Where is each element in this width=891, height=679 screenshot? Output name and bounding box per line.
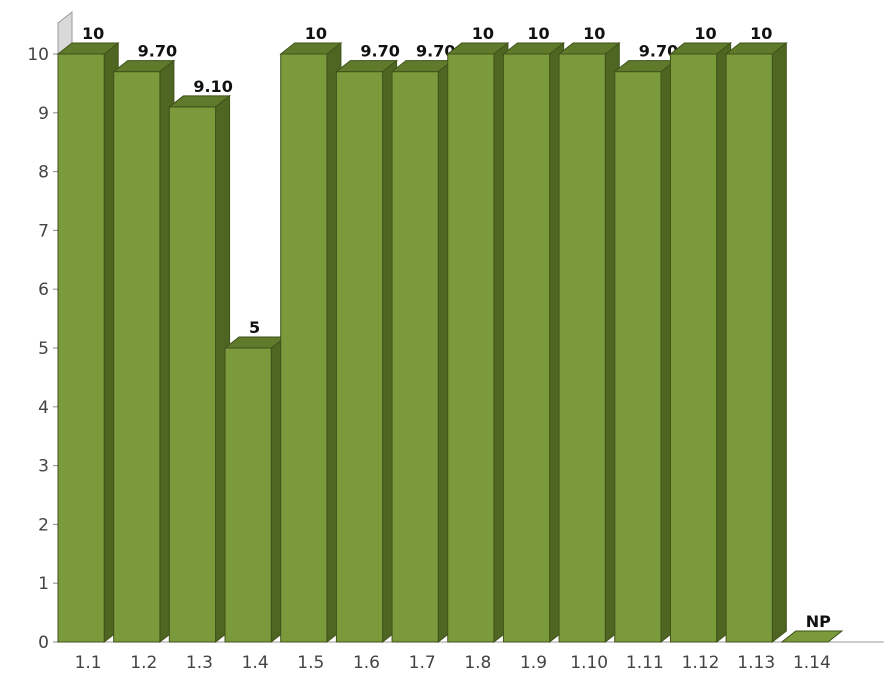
y-tick-label: 7 — [38, 221, 49, 241]
bar-1.10 — [557, 41, 621, 644]
y-tick-label: 10 — [27, 45, 49, 65]
bar-1.9 — [501, 41, 566, 644]
bar-1.11 — [613, 59, 677, 644]
y-tick-label: 4 — [38, 398, 49, 418]
x-tick-label: 1.7 — [409, 653, 436, 673]
x-tick-label: 1.1 — [75, 653, 102, 673]
bar-front — [391, 71, 439, 643]
x-tick-label: 1.13 — [737, 653, 775, 673]
bar-top — [446, 42, 510, 55]
data-label: 5 — [249, 318, 260, 337]
bar-top — [334, 60, 399, 73]
bar-1.8 — [446, 41, 510, 644]
data-label: 9.70 — [360, 42, 399, 61]
bar-top — [279, 42, 343, 55]
data-label: NP — [806, 612, 831, 631]
data-label: 10 — [583, 24, 605, 43]
y-tick-label: 3 — [38, 457, 49, 477]
x-tick-label: 1.5 — [297, 653, 324, 673]
data-label: 10 — [305, 24, 327, 43]
bar-front — [113, 71, 161, 643]
x-tick-label: 1.12 — [682, 653, 720, 673]
bar-front — [224, 347, 272, 643]
bar-top — [780, 630, 844, 643]
data-label: 10 — [472, 24, 494, 43]
bar-top — [668, 42, 733, 55]
data-label: 9.70 — [138, 42, 177, 61]
bar-1.7 — [390, 59, 454, 644]
x-tick-label: 1.11 — [626, 653, 664, 673]
bar-1.12 — [668, 41, 733, 644]
bar-front — [725, 53, 773, 643]
y-tick-label: 9 — [38, 104, 49, 124]
bar-top — [501, 42, 566, 55]
x-tick-label: 1.9 — [520, 653, 547, 673]
x-tick-label: 1.4 — [242, 653, 269, 673]
bar-top — [167, 95, 232, 108]
x-tick-label: 1.10 — [570, 653, 608, 673]
bar-1.14 — [780, 630, 844, 643]
bar-1.1 — [56, 41, 120, 644]
bar-side — [771, 41, 787, 644]
bar-front — [669, 53, 718, 643]
bar-front — [502, 53, 551, 643]
bar-front — [614, 71, 662, 643]
bar-1.6 — [334, 59, 399, 644]
y-tick-label: 8 — [38, 163, 49, 183]
bar-1.2 — [112, 59, 176, 644]
x-tick-label: 1.2 — [130, 653, 157, 673]
bar-top — [56, 42, 120, 55]
y-tick-label: 5 — [38, 339, 49, 359]
bar-top — [112, 60, 176, 73]
y-tick-label: 2 — [38, 515, 49, 535]
x-tick-label: 1.6 — [353, 653, 380, 673]
bar-top — [557, 42, 621, 55]
bar-front — [280, 53, 328, 643]
data-label: 10 — [750, 24, 772, 43]
x-tick-label: 1.8 — [464, 653, 491, 673]
data-label: 10 — [82, 24, 104, 43]
x-tick-label: 1.14 — [793, 653, 831, 673]
y-tick-label: 6 — [38, 280, 49, 300]
bar-front — [558, 53, 606, 643]
bar-1.3 — [167, 94, 232, 644]
bar-top — [724, 42, 788, 55]
bar-front — [335, 71, 384, 643]
bar-front — [57, 53, 105, 643]
data-label: 10 — [694, 24, 716, 43]
data-label: 9.70 — [639, 42, 678, 61]
data-label: 9.10 — [193, 77, 232, 96]
bar-front — [168, 106, 217, 643]
y-tick-label: 0 — [38, 633, 49, 653]
x-tick-label: 1.3 — [186, 653, 213, 673]
bar-front — [447, 53, 495, 643]
bar-1.13 — [724, 41, 788, 644]
data-label: 9.70 — [416, 42, 455, 61]
bar-1.4 — [223, 335, 287, 644]
data-label: 10 — [527, 24, 549, 43]
y-tick-label: 1 — [38, 574, 49, 594]
bar-1.5 — [279, 41, 343, 644]
